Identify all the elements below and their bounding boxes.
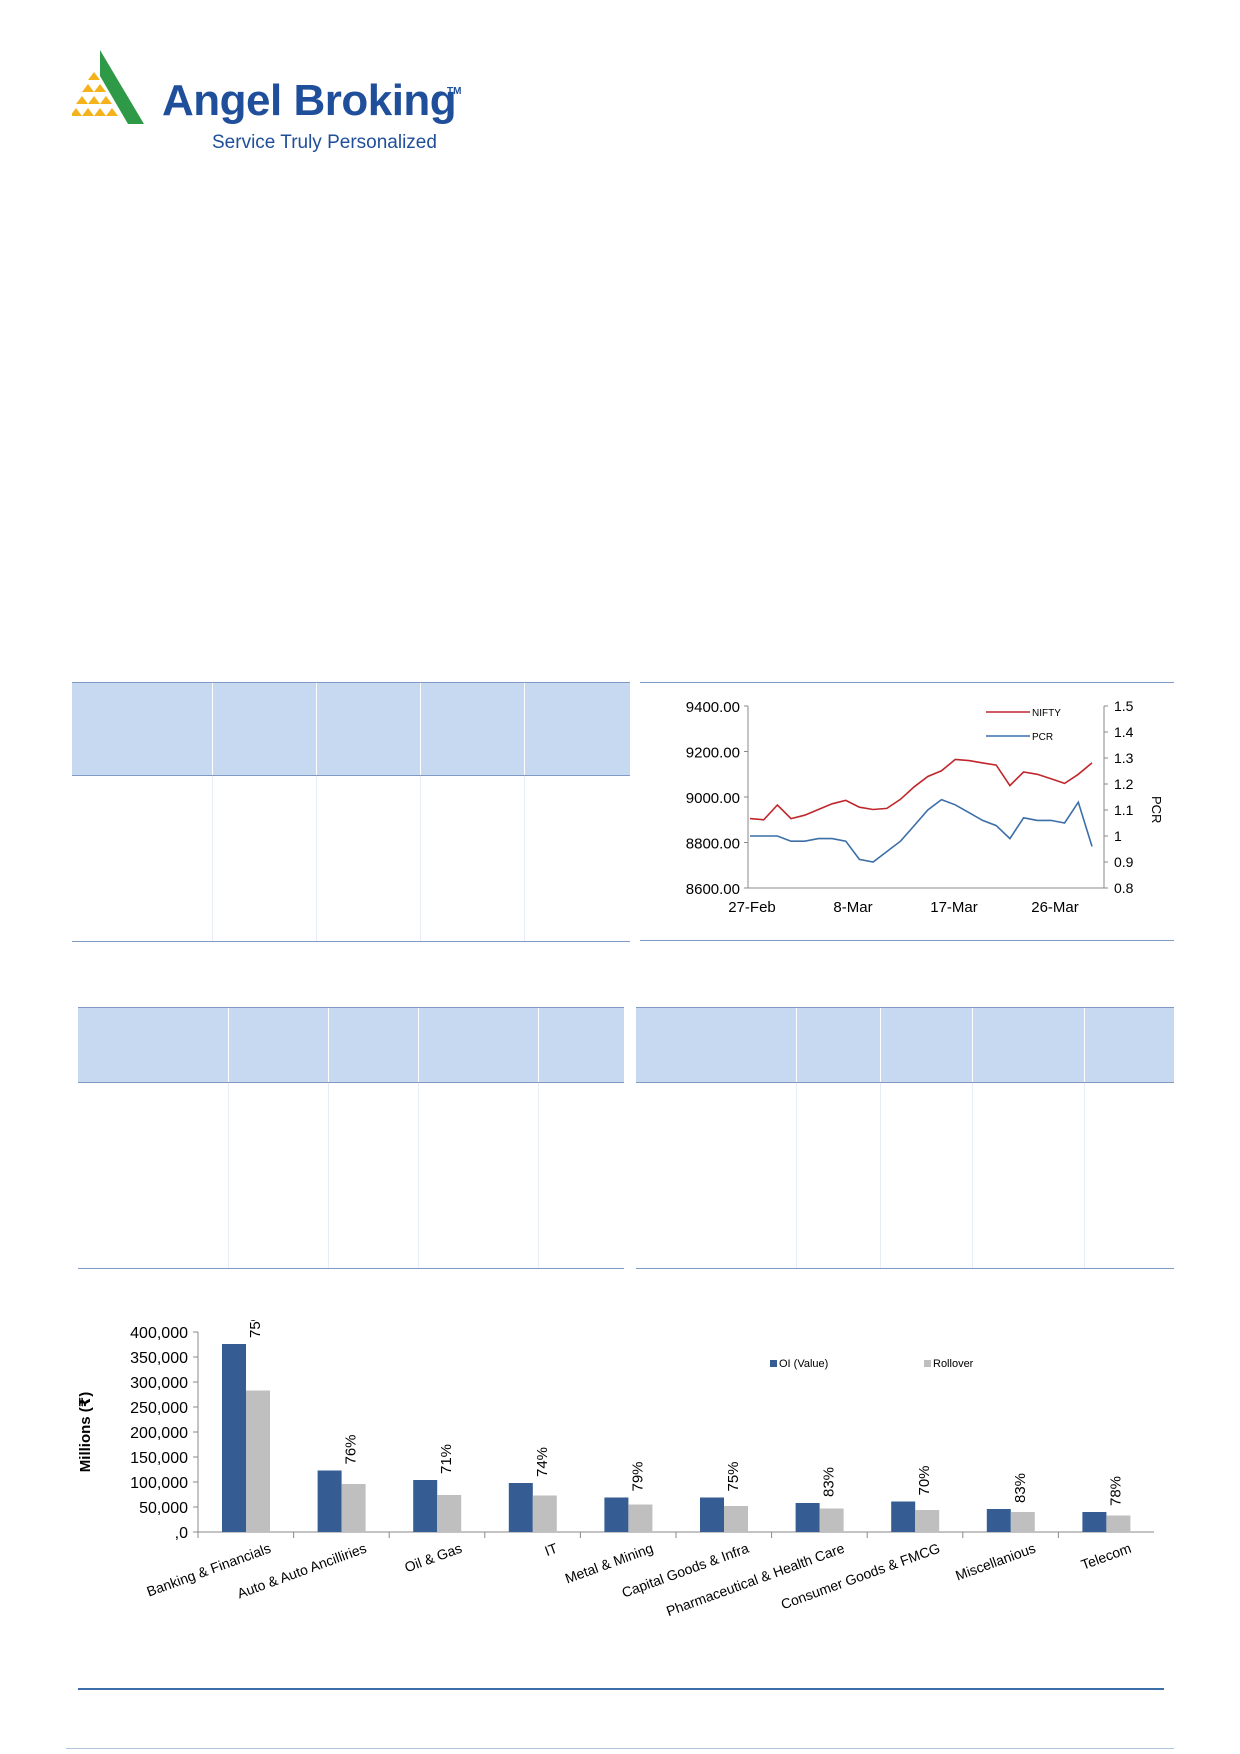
bar-rollover xyxy=(246,1390,270,1532)
bar-rollover xyxy=(915,1510,940,1532)
data-label: 70% xyxy=(916,1465,933,1495)
tagline: Service Truly Personalized xyxy=(212,132,437,153)
x-tick-label: 8-Mar xyxy=(833,899,872,916)
table-header xyxy=(636,1007,1174,1083)
brand-name: Angel Broking xyxy=(162,76,457,125)
data-label: 75% xyxy=(247,1320,264,1338)
angel-broking-logo: Angel Broking TM Service Truly Personali… xyxy=(72,50,472,160)
y-tick-label: 100,000 xyxy=(130,1475,188,1492)
data-label: 75% xyxy=(725,1461,742,1491)
table-middle-left xyxy=(78,1007,624,1269)
data-label: 76% xyxy=(343,1434,360,1464)
y-tick-label-right: 0.8 xyxy=(1114,880,1134,896)
table-header xyxy=(78,1007,624,1083)
bar-rollover xyxy=(532,1495,557,1532)
table-top-left xyxy=(72,682,630,942)
data-label: 79% xyxy=(629,1461,646,1491)
y-tick-label-right: 1.1 xyxy=(1114,802,1134,818)
footer-rule-thin xyxy=(66,1748,1174,1749)
y-tick-label-left: 8800.00 xyxy=(686,836,740,853)
data-label: 74% xyxy=(534,1447,551,1477)
bar-oi xyxy=(604,1497,629,1532)
legend-label-nifty: NIFTY xyxy=(1032,708,1061,719)
bar-rollover xyxy=(1010,1512,1035,1532)
bar-rollover xyxy=(724,1506,748,1532)
chart-top-rule xyxy=(640,682,1174,683)
legend-swatch-oi xyxy=(770,1360,777,1367)
y-tick-label-right: 1.5 xyxy=(1114,698,1134,714)
table-middle-right xyxy=(636,1007,1174,1269)
x-tick-label: 26-Mar xyxy=(1031,899,1079,916)
y-tick-label-right: 0.9 xyxy=(1114,854,1134,870)
y-tick-label-right: 1.3 xyxy=(1114,750,1134,766)
y-tick-label: 200,000 xyxy=(130,1425,188,1442)
bar-rollover xyxy=(341,1484,366,1532)
table-header xyxy=(72,682,630,776)
bar-oi xyxy=(317,1470,342,1532)
y-tick-label-left: 8600.00 xyxy=(686,881,740,898)
category-label: Miscellanious xyxy=(953,1540,1037,1584)
bar-oi xyxy=(508,1483,533,1532)
y-tick-label: 50,000 xyxy=(139,1500,188,1517)
y-tick-label: 400,000 xyxy=(130,1325,188,1342)
legend-label-oi: OI (Value) xyxy=(779,1358,828,1370)
data-label: 83% xyxy=(1012,1473,1029,1503)
bar-rollover xyxy=(1106,1515,1131,1532)
trademark: TM xyxy=(447,86,462,97)
y-tick-label-right: 1.2 xyxy=(1114,776,1134,792)
legend-swatch-rollover xyxy=(924,1360,931,1367)
bar-oi xyxy=(222,1344,246,1532)
category-label: Consumer Goods & FMCG xyxy=(779,1540,942,1613)
y-axis-label: Millions (₹) xyxy=(77,1392,94,1472)
y-tick-label-left: 9400.00 xyxy=(686,699,740,716)
category-label: Oil & Gas xyxy=(402,1540,464,1576)
y-tick-label: 150,000 xyxy=(130,1450,188,1467)
legend-label-rollover: Rollover xyxy=(933,1358,974,1370)
category-label: Telecom xyxy=(1079,1540,1133,1573)
y-tick-label-right: 1.4 xyxy=(1114,724,1134,740)
chart-bottom-rule xyxy=(640,940,1174,941)
bar-oi xyxy=(700,1497,724,1532)
y-tick-label: ,0 xyxy=(175,1525,188,1542)
y-tick-label: 300,000 xyxy=(130,1375,188,1392)
bar-rollover xyxy=(628,1504,653,1532)
category-label: IT xyxy=(542,1540,560,1559)
y-tick-label: 250,000 xyxy=(130,1400,188,1417)
bar-rollover xyxy=(437,1495,462,1532)
footer-rule xyxy=(78,1688,1164,1690)
data-label: 83% xyxy=(821,1467,838,1497)
y-tick-label-left: 9000.00 xyxy=(686,790,740,807)
series-line-pcr xyxy=(750,798,1093,863)
y-tick-label-left: 9200.00 xyxy=(686,745,740,762)
bar-oi xyxy=(1082,1512,1107,1532)
x-tick-label: 17-Mar xyxy=(930,899,978,916)
y-axis-label-right: PCR xyxy=(1149,796,1164,823)
bar-rollover xyxy=(819,1508,844,1532)
legend-label-pcr: PCR xyxy=(1032,732,1053,743)
x-tick-label: 27-Feb xyxy=(728,899,776,916)
bar-oi xyxy=(413,1480,438,1532)
bar-oi xyxy=(891,1501,916,1532)
y-tick-label-right: 1 xyxy=(1114,828,1122,844)
nifty-pcr-line-chart: 9400.00 9200.00 9000.00 8800.00 8600.00 1.5 1.… xyxy=(686,698,1164,916)
sector-oi-rollover-bar-chart: 400,000 350,000 300,000 250,000 200,000 150,0… xyxy=(77,1320,1154,1620)
y-tick-label: 350,000 xyxy=(130,1350,188,1367)
bar-oi xyxy=(986,1509,1011,1532)
category-label: Pharmaceutical & Health Care xyxy=(664,1540,847,1620)
data-label: 78% xyxy=(1107,1476,1124,1506)
series-line-nifty xyxy=(749,758,1093,821)
logo-mark-icon xyxy=(72,50,144,124)
bar-oi xyxy=(795,1503,820,1532)
data-label: 71% xyxy=(438,1444,455,1474)
